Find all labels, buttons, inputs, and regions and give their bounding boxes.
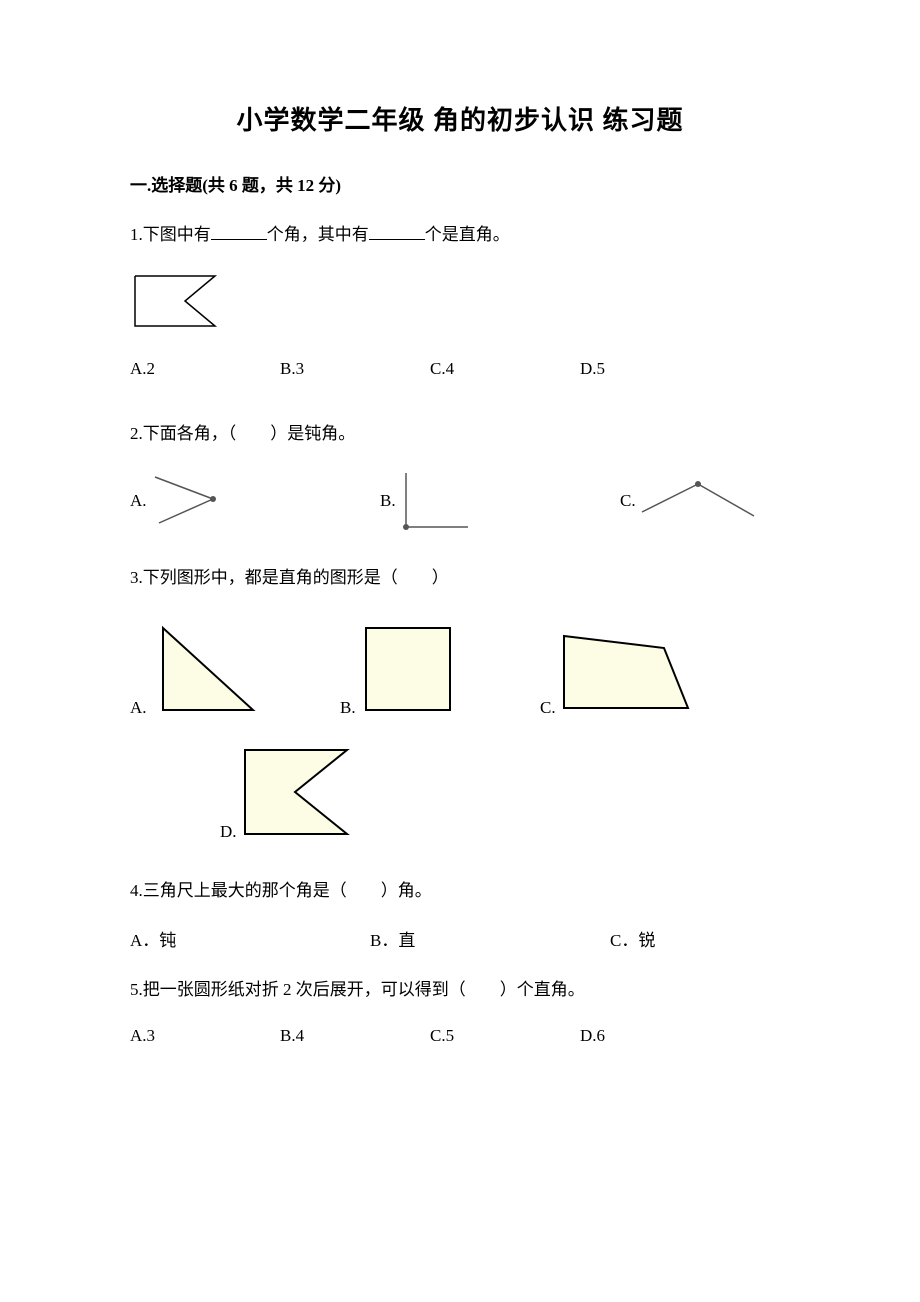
q5-opt-c[interactable]: C.5 (430, 1026, 580, 1046)
worksheet-page: 小学数学二年级 角的初步认识 练习题 一.选择题(共 6 题，共 12 分) 1… (0, 0, 920, 1302)
q1-opt-a[interactable]: A.2 (130, 359, 280, 379)
q2-opt-a-label[interactable]: A. (130, 491, 147, 511)
q5-opt-d[interactable]: D.6 (580, 1026, 730, 1046)
q1-mid: 个角，其中有 (267, 225, 369, 244)
q5-opt-b[interactable]: B.4 (280, 1026, 430, 1046)
q1-opt-b[interactable]: B.3 (280, 359, 430, 379)
q4-text: 4.三角尺上最大的那个角是（ ）角。 (130, 876, 790, 907)
q3-shape-a-icon (147, 620, 267, 718)
q1-opt-d[interactable]: D.5 (580, 359, 730, 379)
q1-text: 1.下图中有 个角，其中有 个是直角。 (130, 220, 790, 251)
q3-opt-b-label[interactable]: B. (340, 698, 356, 718)
q4-opt-b[interactable]: B．直 (370, 926, 610, 951)
q2-opt-b-label[interactable]: B. (380, 491, 396, 511)
q2-text: 2.下面各角，（ ）是钝角。 (130, 419, 790, 450)
q1-blank-1[interactable] (211, 222, 267, 240)
q3-options-row1: A. B. C. (130, 620, 790, 718)
q2-angle-a-icon (147, 471, 227, 531)
q3-opt-d-label[interactable]: D. (220, 822, 237, 842)
q1-figure (130, 271, 790, 333)
page-title: 小学数学二年级 角的初步认识 练习题 (130, 100, 790, 137)
q1-options: A.2 B.3 C.4 D.5 (130, 359, 790, 379)
q1-suffix: 个是直角。 (425, 225, 510, 244)
q3-shape-d-icon (237, 742, 357, 842)
q5-text: 5.把一张圆形纸对折 2 次后展开，可以得到（ ）个直角。 (130, 975, 790, 1006)
q5-options: A.3 B.4 C.5 D.6 (130, 1026, 790, 1046)
q2-angle-c-icon (636, 476, 764, 526)
q3-opt-a-label[interactable]: A. (130, 698, 147, 718)
q1-opt-c[interactable]: C.4 (430, 359, 580, 379)
q3-options-row2: D. (220, 742, 790, 842)
q3-text: 3.下列图形中，都是直角的图形是（ ） (130, 563, 790, 594)
q2-opt-c-label[interactable]: C. (620, 491, 636, 511)
q1-prefix: 1.下图中有 (130, 225, 211, 244)
q4-opt-c[interactable]: C．锐 (610, 926, 850, 951)
q4-options: A．钝 B．直 C．锐 (130, 926, 790, 951)
q2-angle-b-icon (396, 469, 478, 533)
q3-shape-b-icon (356, 620, 460, 718)
q1-flag-shape-icon (130, 271, 230, 333)
q5-opt-a[interactable]: A.3 (130, 1026, 280, 1046)
q3-opt-c-label[interactable]: C. (540, 698, 556, 718)
section-1-header: 一.选择题(共 6 题，共 12 分) (130, 171, 790, 196)
q1-blank-2[interactable] (369, 222, 425, 240)
q4-opt-a[interactable]: A．钝 (130, 926, 370, 951)
q2-options: A. B. C. (130, 469, 790, 533)
q3-shape-c-icon (556, 628, 698, 718)
